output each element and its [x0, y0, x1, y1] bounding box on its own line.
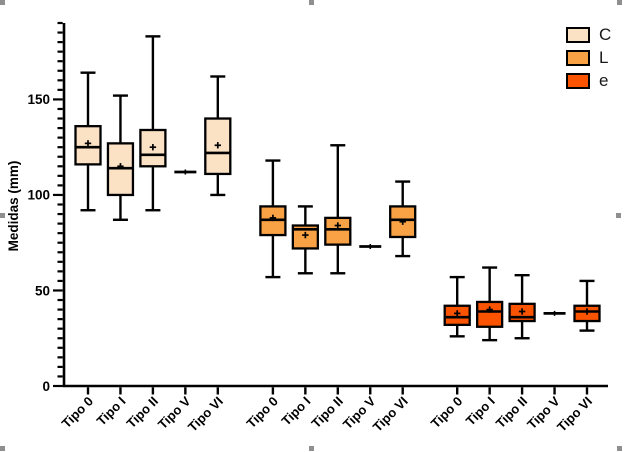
x-tick-label: Tipo VI — [554, 394, 595, 435]
box-C-Tipo-V[interactable] — [174, 169, 197, 175]
x-tick-label: Tipo II — [124, 394, 162, 432]
selection-handle-right-middle[interactable] — [616, 213, 621, 218]
selection-handle-left-middle[interactable] — [0, 213, 5, 218]
series-C — [74, 35, 232, 221]
x-tick-label: Tipo VI — [185, 394, 226, 435]
legend-swatch — [566, 49, 590, 66]
selection-handle-top-center[interactable] — [309, 0, 314, 5]
box-C-Tipo-0[interactable] — [74, 71, 102, 212]
box-L-Tipo-VI[interactable] — [389, 180, 417, 258]
box-e-Tipo-V[interactable] — [543, 310, 566, 316]
iqr-box — [475, 300, 504, 328]
x-tick-label: Tipo I — [279, 394, 314, 429]
box-C-Tipo-I[interactable] — [106, 94, 135, 221]
x-tick-label: Tipo 0 — [244, 394, 282, 432]
legend-label: L — [599, 48, 609, 67]
x-tick-label: Tipo I — [463, 394, 498, 429]
box-e-Tipo-0[interactable] — [443, 275, 471, 338]
legend-swatch — [566, 72, 590, 89]
box-L-Tipo-I[interactable] — [291, 205, 320, 275]
legend-swatch — [566, 26, 590, 43]
y-tick-label: 50 — [35, 283, 50, 298]
iqr-box — [324, 216, 352, 246]
series-e — [443, 266, 601, 342]
legend-label: C — [599, 25, 612, 44]
x-tick-label: Tipo I — [94, 394, 129, 429]
y-tick-label: 0 — [42, 379, 50, 394]
box-L-Tipo-II[interactable] — [324, 144, 352, 275]
x-tick-label: Tipo II — [493, 394, 531, 432]
legend-item-e[interactable]: e — [566, 72, 611, 89]
selection-handle-bottom-left[interactable] — [0, 446, 5, 451]
y-axis-title: Medidas (mm) — [6, 161, 21, 252]
series-L — [259, 144, 417, 279]
box-L-Tipo-V[interactable] — [359, 244, 382, 250]
box-e-Tipo-VI[interactable] — [573, 279, 601, 332]
x-tick-label: Tipo II — [308, 394, 346, 432]
selection-handle-bottom-center[interactable] — [309, 446, 314, 451]
x-tick-label: Tipo VI — [370, 394, 411, 435]
box-e-Tipo-II[interactable] — [508, 273, 536, 340]
x-tick-label: Tipo 0 — [59, 394, 97, 432]
box-C-Tipo-VI[interactable] — [204, 75, 232, 197]
box-e-Tipo-I[interactable] — [475, 266, 504, 342]
box-L-Tipo-0[interactable] — [259, 159, 287, 279]
y-tick-label: 100 — [27, 188, 50, 203]
selection-handle-bottom-right[interactable] — [617, 446, 622, 451]
selection-handle-top-right[interactable] — [617, 0, 622, 5]
box-C-Tipo-II[interactable] — [139, 35, 167, 212]
legend-item-L[interactable]: L — [566, 49, 611, 66]
legend-label: e — [599, 71, 609, 90]
selection-handle-top-left[interactable] — [0, 0, 5, 5]
legend-item-C[interactable]: C — [566, 26, 611, 43]
y-tick-label: 150 — [27, 92, 50, 107]
x-tick-label: Tipo 0 — [428, 394, 466, 432]
